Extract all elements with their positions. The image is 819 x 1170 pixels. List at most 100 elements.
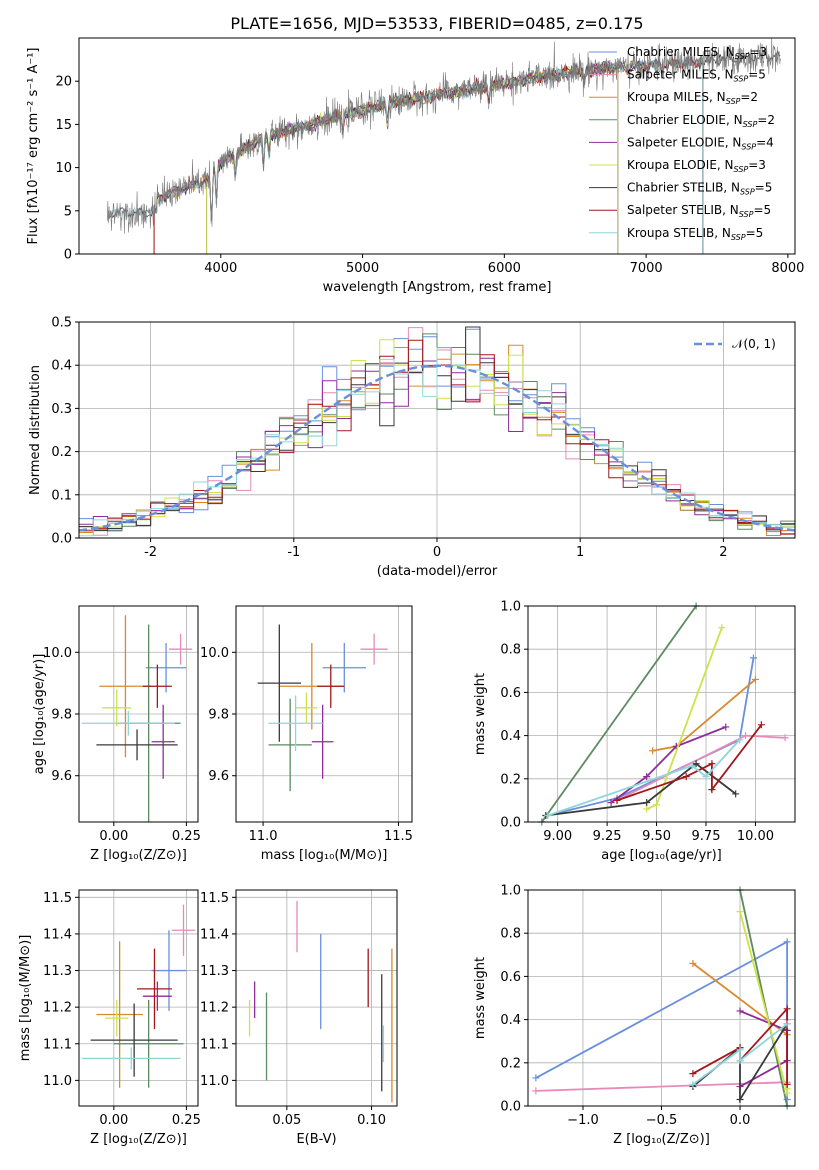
weight-marker	[653, 801, 661, 809]
weight-series-line	[547, 739, 741, 817]
error-bar-point	[151, 704, 175, 779]
gaussian-reference-curve	[79, 364, 795, 532]
x-tick-label: 9.75	[692, 829, 721, 844]
x-tick-label: 0.00	[99, 829, 128, 844]
weight-marker	[688, 762, 696, 770]
weight-marker	[702, 773, 710, 781]
error-bar-point	[113, 999, 184, 1088]
weight-vs-metallicity-panel: −1.0 −0.5 0.0 0.0 0.2 0.4 0.6 0.8 1.0 Z [log₁₀(Z/…	[473, 884, 796, 1147]
y-tick-label: 20	[55, 75, 72, 90]
y-axis-label: age [log₁₀(age/yr)]	[32, 654, 47, 775]
y-tick-label: 0.5	[51, 316, 72, 331]
y-axis-label: mass weight	[473, 673, 488, 755]
x-tick-label: 5000	[346, 261, 379, 276]
weight-marker	[643, 773, 651, 781]
spectrum-data-line	[107, 38, 781, 234]
legend-entry: Kroupa MILES, NSSP=2	[627, 90, 758, 106]
weight-marker	[643, 799, 651, 807]
mass-vs-metallicity-panel: 0.00 0.25 11.0 11.1 11.2 11.3 11.4 11.5 Z [log₁₀…	[18, 889, 201, 1147]
residual-histogram	[79, 347, 795, 537]
error-bar-point	[90, 1003, 178, 1077]
error-bar-point	[137, 948, 172, 1030]
axes-frame	[235, 605, 413, 823]
weight-marker	[736, 908, 744, 916]
legend-entry: Kroupa ELODIE, NSSP=3	[627, 158, 766, 174]
y-tick-label: 0.4	[51, 359, 72, 374]
weight-marker	[757, 721, 765, 729]
error-bar-point	[295, 692, 318, 724]
x-axis-label: E(B-V)	[296, 1132, 336, 1147]
weight-series-line	[541, 605, 697, 823]
y-tick-label: 0.6	[500, 686, 521, 701]
y-axis-label: mass weight	[473, 957, 488, 1039]
legend-entry: Kroupa STELIB, NSSP=5	[627, 226, 763, 242]
weight-marker	[736, 736, 744, 744]
y-axis-label: Flux [fλ10⁻¹⁷ erg cm⁻² s⁻¹ A⁻¹]	[26, 48, 41, 245]
y-tick-label: 11.1	[43, 1037, 72, 1052]
y-tick-label: 9.8	[208, 708, 229, 723]
y-tick-label: 0.1	[51, 488, 72, 503]
x-tick-label: 0	[433, 545, 441, 560]
axes-frame	[78, 321, 796, 539]
error-bar-point	[268, 695, 323, 752]
y-tick-label: 11.3	[43, 964, 72, 979]
error-bar-point	[168, 633, 193, 665]
error-bar-point	[102, 689, 132, 727]
x-tick-label: 11.5	[384, 829, 413, 844]
x-tick-label: 0.25	[172, 829, 201, 844]
y-tick-label: 0.2	[500, 1056, 521, 1071]
x-tick-label: 9.00	[543, 829, 572, 844]
y-tick-label: 0.6	[500, 970, 521, 985]
y-tick-label: 11.0	[43, 1074, 72, 1089]
y-tick-label: 0.4	[500, 729, 521, 744]
axes-frame	[78, 605, 199, 823]
y-tick-label: 11.4	[43, 927, 72, 942]
error-bar-point	[142, 981, 172, 1011]
y-tick-label: 9.6	[208, 769, 229, 784]
weight-marker	[736, 1007, 744, 1015]
error-bar-point	[96, 941, 143, 1088]
y-axis-label: mass [log₁₀(M/M⊙)]	[18, 935, 33, 1062]
x-tick-label: 0.0	[730, 1113, 751, 1128]
x-tick-label: -1	[287, 545, 300, 560]
axes-frame	[235, 889, 398, 1107]
weight-marker	[689, 1080, 697, 1088]
axes-frame	[527, 605, 796, 823]
error-bar-point	[81, 1047, 181, 1070]
error-bar-point	[151, 930, 187, 1011]
x-axis-label: mass [log₁₀(M/M⊙)]	[261, 848, 388, 863]
error-bar-point	[311, 704, 334, 779]
x-tick-label: −0.5	[646, 1113, 678, 1128]
x-tick-label: 1	[576, 545, 584, 560]
weight-vs-age-panel: 9.00 9.25 9.50 9.75 10.00 0.0 0.2 0.4 0.6 0.8 1.0 a…	[473, 600, 796, 863]
legend-entry: Salpeter STELIB, NSSP=5	[627, 203, 771, 219]
weight-marker	[532, 1087, 540, 1095]
y-tick-label: 0.0	[51, 532, 72, 547]
error-bar-point	[360, 633, 388, 665]
y-tick-label: 11.3	[200, 964, 229, 979]
y-tick-label: 0.2	[500, 772, 521, 787]
weight-series-line	[610, 726, 727, 804]
axes-frame	[78, 889, 199, 1107]
y-axis-label: Normed distribution	[28, 365, 43, 495]
weight-marker	[783, 1005, 791, 1013]
y-tick-label: 10.0	[43, 646, 72, 661]
x-tick-label: 6000	[488, 261, 521, 276]
y-tick-label: 11.5	[200, 891, 229, 906]
spectrum-panel: 4000 5000 6000 7000 8000 0 5 10 15 20 wavelength […	[26, 37, 804, 295]
legend-entry: Chabrier MILES, NSSP=3	[627, 45, 767, 61]
weight-marker	[544, 812, 552, 820]
weight-marker	[732, 790, 740, 798]
x-axis-label: (data-model)/error	[377, 564, 498, 579]
error-bar-point	[81, 710, 175, 736]
x-tick-label: 10.00	[737, 829, 774, 844]
weight-marker	[649, 747, 657, 755]
y-tick-label: 11.2	[43, 1001, 72, 1016]
y-tick-label: 0.3	[51, 402, 72, 417]
x-tick-label: 9.25	[593, 829, 622, 844]
legend-entry: Chabrier ELODIE, NSSP=2	[627, 113, 775, 129]
weight-marker	[742, 732, 750, 740]
y-tick-label: 0.2	[51, 445, 72, 460]
legend-entry: 𝒩(0, 1)	[732, 337, 776, 351]
